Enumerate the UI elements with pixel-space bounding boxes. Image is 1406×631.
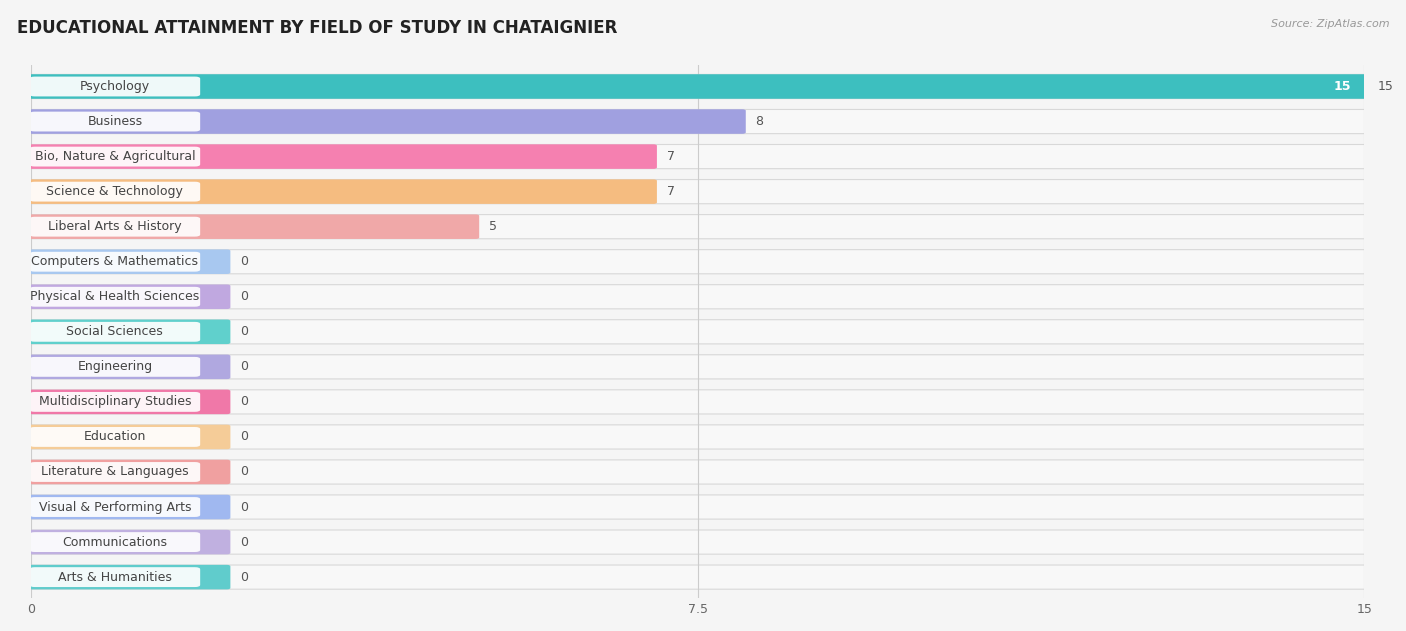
FancyBboxPatch shape: [31, 215, 1365, 239]
Text: 0: 0: [240, 500, 249, 514]
FancyBboxPatch shape: [30, 427, 200, 447]
Text: Education: Education: [84, 430, 146, 444]
Text: 7: 7: [666, 185, 675, 198]
FancyBboxPatch shape: [30, 532, 200, 552]
Text: Arts & Humanities: Arts & Humanities: [58, 570, 172, 584]
FancyBboxPatch shape: [31, 285, 1365, 309]
Text: Physical & Health Sciences: Physical & Health Sciences: [31, 290, 200, 304]
Text: EDUCATIONAL ATTAINMENT BY FIELD OF STUDY IN CHATAIGNIER: EDUCATIONAL ATTAINMENT BY FIELD OF STUDY…: [17, 19, 617, 37]
FancyBboxPatch shape: [30, 462, 200, 482]
Text: 15: 15: [1378, 80, 1393, 93]
FancyBboxPatch shape: [31, 320, 1365, 344]
Text: 0: 0: [240, 536, 249, 548]
Text: Psychology: Psychology: [80, 80, 150, 93]
FancyBboxPatch shape: [31, 495, 1365, 519]
FancyBboxPatch shape: [28, 495, 231, 519]
FancyBboxPatch shape: [28, 389, 231, 414]
Text: Bio, Nature & Agricultural: Bio, Nature & Agricultural: [35, 150, 195, 163]
FancyBboxPatch shape: [30, 76, 200, 97]
Text: 7: 7: [666, 150, 675, 163]
Text: Social Sciences: Social Sciences: [66, 326, 163, 338]
FancyBboxPatch shape: [31, 180, 1365, 204]
FancyBboxPatch shape: [31, 460, 1365, 484]
Text: 0: 0: [240, 466, 249, 478]
FancyBboxPatch shape: [28, 109, 745, 134]
FancyBboxPatch shape: [31, 390, 1365, 414]
FancyBboxPatch shape: [31, 109, 1365, 134]
FancyBboxPatch shape: [28, 249, 231, 274]
Text: 0: 0: [240, 255, 249, 268]
FancyBboxPatch shape: [30, 217, 200, 237]
FancyBboxPatch shape: [28, 425, 231, 449]
FancyBboxPatch shape: [28, 565, 231, 589]
Text: 5: 5: [489, 220, 496, 233]
Text: Engineering: Engineering: [77, 360, 152, 374]
Text: 0: 0: [240, 326, 249, 338]
FancyBboxPatch shape: [30, 567, 200, 587]
FancyBboxPatch shape: [28, 530, 231, 555]
Text: Business: Business: [87, 115, 142, 128]
FancyBboxPatch shape: [31, 425, 1365, 449]
FancyBboxPatch shape: [30, 146, 200, 167]
FancyBboxPatch shape: [31, 530, 1365, 554]
Text: Literature & Languages: Literature & Languages: [41, 466, 188, 478]
FancyBboxPatch shape: [30, 182, 200, 201]
Text: 0: 0: [240, 290, 249, 304]
FancyBboxPatch shape: [28, 74, 1368, 99]
FancyBboxPatch shape: [28, 285, 231, 309]
FancyBboxPatch shape: [28, 355, 231, 379]
Text: 15: 15: [1333, 80, 1351, 93]
FancyBboxPatch shape: [28, 144, 657, 169]
FancyBboxPatch shape: [31, 74, 1365, 98]
Text: Source: ZipAtlas.com: Source: ZipAtlas.com: [1271, 19, 1389, 29]
FancyBboxPatch shape: [28, 179, 657, 204]
Text: Multidisciplinary Studies: Multidisciplinary Studies: [38, 396, 191, 408]
Text: Computers & Mathematics: Computers & Mathematics: [31, 255, 198, 268]
Text: 0: 0: [240, 396, 249, 408]
FancyBboxPatch shape: [30, 497, 200, 517]
FancyBboxPatch shape: [31, 250, 1365, 274]
FancyBboxPatch shape: [31, 144, 1365, 168]
FancyBboxPatch shape: [30, 392, 200, 412]
FancyBboxPatch shape: [30, 322, 200, 342]
Text: 0: 0: [240, 430, 249, 444]
Text: Visual & Performing Arts: Visual & Performing Arts: [38, 500, 191, 514]
FancyBboxPatch shape: [30, 112, 200, 131]
FancyBboxPatch shape: [30, 357, 200, 377]
FancyBboxPatch shape: [31, 355, 1365, 379]
FancyBboxPatch shape: [28, 460, 231, 484]
FancyBboxPatch shape: [28, 319, 231, 344]
Text: 0: 0: [240, 570, 249, 584]
Text: Liberal Arts & History: Liberal Arts & History: [48, 220, 181, 233]
FancyBboxPatch shape: [30, 287, 200, 307]
Text: Science & Technology: Science & Technology: [46, 185, 183, 198]
FancyBboxPatch shape: [30, 252, 200, 272]
Text: 8: 8: [755, 115, 763, 128]
FancyBboxPatch shape: [28, 215, 479, 239]
Text: Communications: Communications: [62, 536, 167, 548]
FancyBboxPatch shape: [31, 565, 1365, 589]
Text: 0: 0: [240, 360, 249, 374]
